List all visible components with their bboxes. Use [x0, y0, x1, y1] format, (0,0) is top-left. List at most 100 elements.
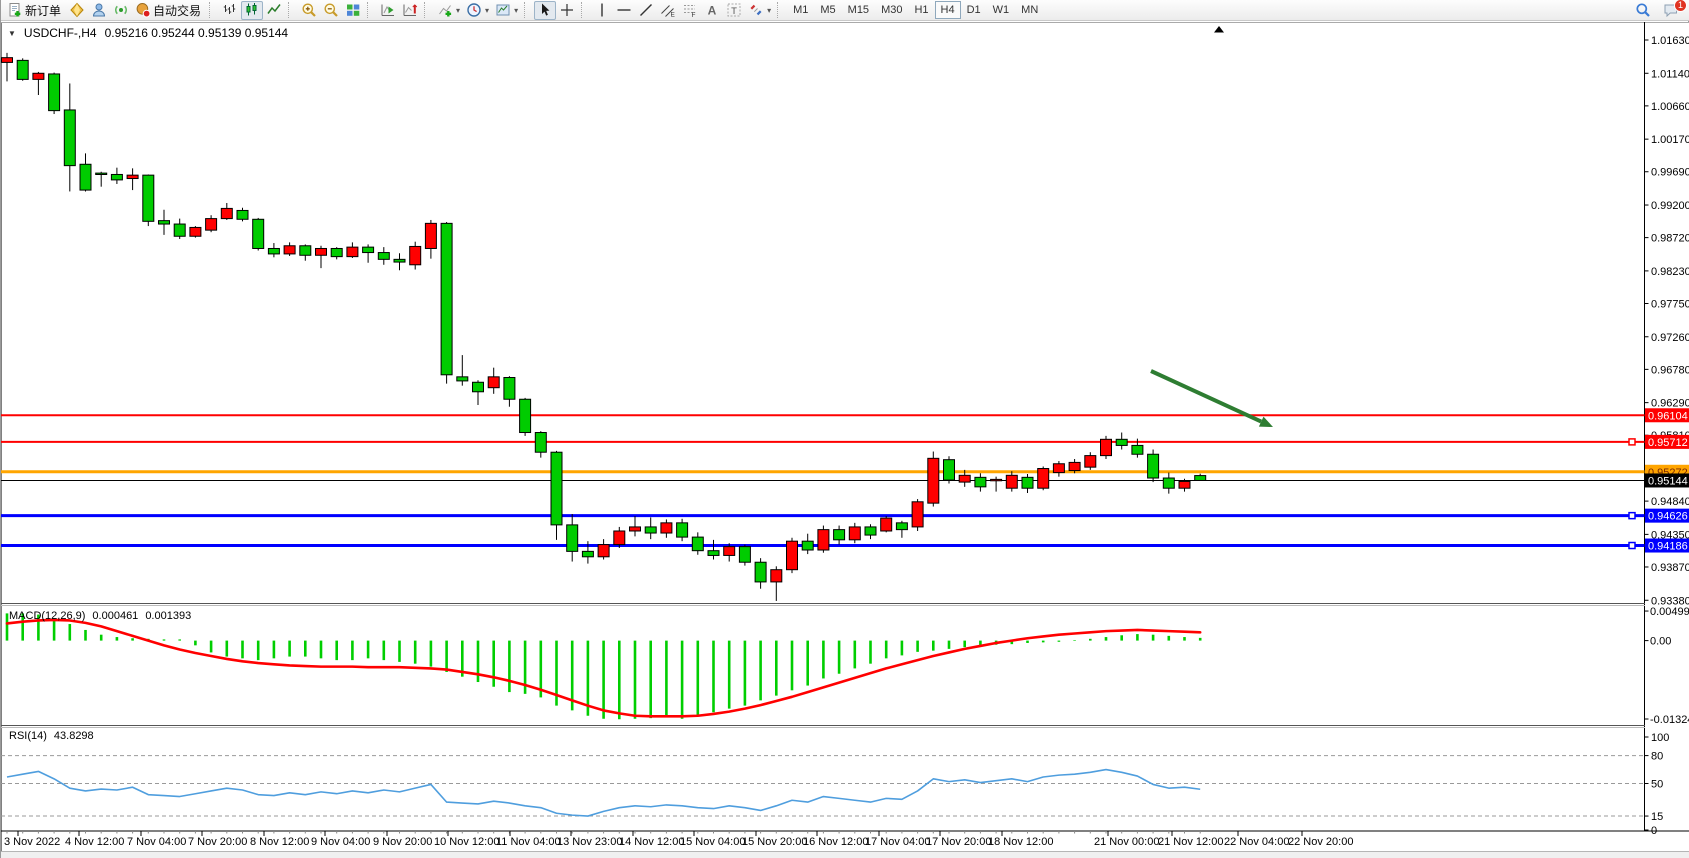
- line-chart-button[interactable]: [263, 1, 285, 20]
- templates-button[interactable]: ▾: [492, 1, 521, 20]
- channel-button[interactable]: E: [657, 1, 679, 20]
- timeframe-m5[interactable]: M5: [820, 4, 836, 16]
- svg-text:22 Nov 20:00: 22 Nov 20:00: [1288, 836, 1353, 848]
- toolbar-separator: [524, 2, 530, 18]
- timeframe-m30[interactable]: M30: [881, 4, 903, 16]
- svg-text:8 Nov 12:00: 8 Nov 12:00: [250, 836, 309, 848]
- periods-button[interactable]: ▾: [463, 1, 492, 20]
- timeframe-m15[interactable]: M15: [847, 4, 870, 16]
- vertical-line-button[interactable]: [591, 1, 613, 20]
- timeframe-h1[interactable]: H1: [914, 4, 929, 16]
- text-button[interactable]: A: [701, 1, 723, 20]
- toolbar-separator: [581, 2, 587, 18]
- timeframe-m1[interactable]: M1: [793, 4, 809, 16]
- macd-histogram: [5, 613, 1202, 720]
- notifications-button[interactable]: 1: [1660, 0, 1687, 20]
- svg-text:21 Nov 00:00: 21 Nov 00:00: [1094, 836, 1159, 848]
- docplus-icon: [7, 2, 23, 18]
- svg-text:7 Nov 04:00: 7 Nov 04:00: [127, 836, 186, 848]
- chevron-down-icon: ▾: [767, 5, 772, 15]
- rsi-value: 43.8298: [53, 730, 94, 742]
- svg-text:16 Nov 12:00: 16 Nov 12:00: [803, 836, 868, 848]
- chart-area[interactable]: 1.01630 1.01140 1.00660 1.00170 0.99690 0.992…: [1, 22, 1689, 858]
- timeframe-h4[interactable]: H4: [934, 1, 961, 19]
- person-icon: [91, 2, 107, 18]
- auto-scroll-button[interactable]: [377, 1, 399, 20]
- search-button[interactable]: [1632, 1, 1654, 20]
- arrows-button[interactable]: ▾: [745, 1, 774, 20]
- trendline-button[interactable]: [635, 1, 657, 20]
- macd-label: MACD(12,26,9) 0.000461 0.001393: [9, 610, 191, 622]
- new-order-button[interactable]: 新订单: [4, 1, 66, 20]
- label-button[interactable]: T: [723, 1, 745, 20]
- toolbar-separator: [777, 2, 783, 18]
- cursor-button[interactable]: [534, 0, 557, 20]
- symbol-period: USDCHF-,H4: [23, 26, 97, 40]
- zoom-out-button[interactable]: [320, 1, 342, 20]
- svg-text:0.94350: 0.94350: [1651, 529, 1689, 541]
- collapse-icon[interactable]: ▼: [8, 28, 16, 38]
- svg-text:0.98720: 0.98720: [1651, 233, 1689, 245]
- svg-text:F: F: [692, 12, 696, 18]
- notification-badge: 1: [1674, 0, 1687, 12]
- svg-text:7 Nov 20:00: 7 Nov 20:00: [188, 836, 247, 848]
- textA-icon: A: [704, 2, 720, 18]
- macd-signal-line: [5, 618, 1202, 718]
- linechart-icon: [266, 2, 282, 18]
- svg-text:10 Nov 12:00: 10 Nov 12:00: [434, 836, 499, 848]
- chevron-down-icon: ▾: [514, 5, 519, 15]
- market-watch-button[interactable]: [66, 1, 88, 20]
- svg-text:0.96290: 0.96290: [1651, 398, 1689, 410]
- svg-text:15 Nov 20:00: 15 Nov 20:00: [742, 836, 807, 848]
- autoscroll-icon: [380, 2, 396, 18]
- svg-text:21 Nov 12:00: 21 Nov 12:00: [1158, 836, 1223, 848]
- algo-trading-button[interactable]: 自动交易: [132, 1, 206, 20]
- ind-icon: [437, 2, 453, 18]
- chart-shift-button[interactable]: [399, 1, 421, 20]
- candlesticks: [1, 52, 1207, 601]
- ohlc-values: 0.95216 0.95244 0.95139 0.95144: [104, 26, 289, 40]
- svg-text:0.99690: 0.99690: [1651, 167, 1689, 179]
- gem-icon: [69, 2, 85, 18]
- svg-text:15 Nov 04:00: 15 Nov 04:00: [680, 836, 745, 848]
- tile-windows-button[interactable]: [342, 1, 364, 20]
- horizontal-line-button[interactable]: [613, 1, 635, 20]
- trend-arrow[interactable]: [1150, 369, 1273, 427]
- shift-icon: [402, 2, 418, 18]
- status-bar: [1, 851, 1689, 858]
- bar-chart-button[interactable]: [219, 1, 241, 20]
- zoomin-icon: [301, 2, 317, 18]
- zoom-in-button[interactable]: [298, 1, 320, 20]
- svg-text:3 Nov 2022: 3 Nov 2022: [4, 836, 60, 848]
- candle-chart-button[interactable]: [241, 0, 264, 20]
- svg-text:17 Nov 04:00: 17 Nov 04:00: [865, 836, 930, 848]
- svg-text:0.94626: 0.94626: [1648, 511, 1688, 523]
- svg-text:0.98230: 0.98230: [1651, 266, 1689, 278]
- tiles-icon: [345, 2, 361, 18]
- fibonacci-button[interactable]: F: [679, 1, 701, 20]
- robot-icon: [135, 2, 151, 18]
- clock-icon: [466, 2, 482, 18]
- template-icon: [495, 2, 511, 18]
- signal-icon: [113, 2, 129, 18]
- svg-text:0.94186: 0.94186: [1648, 541, 1688, 553]
- svg-text:0.004996: 0.004996: [1650, 606, 1689, 618]
- signals-button[interactable]: [110, 1, 132, 20]
- timeframe-d1[interactable]: D1: [966, 4, 981, 16]
- macd-value-signal: 0.001393: [145, 610, 192, 622]
- svg-text:T: T: [731, 6, 737, 17]
- svg-text:50: 50: [1651, 779, 1663, 791]
- time-axis[interactable]: 3 Nov 2022 4 Nov 12:00 7 Nov 04:00 7 Nov 20…: [4, 831, 1353, 848]
- hline-icon: [616, 2, 632, 18]
- chart-canvas[interactable]: 1.01630 1.01140 1.00660 1.00170 0.99690 0.992…: [1, 22, 1689, 851]
- svg-text:4 Nov 12:00: 4 Nov 12:00: [65, 836, 124, 848]
- indicators-button[interactable]: ▾: [434, 1, 463, 20]
- price-axis[interactable]: 1.01630 1.01140 1.00660 1.00170 0.99690 0.992…: [1644, 35, 1689, 837]
- candles-icon: [244, 2, 260, 18]
- timeframe-w1[interactable]: W1: [992, 4, 1010, 16]
- search-icon: [1635, 2, 1651, 18]
- crosshair-button[interactable]: [556, 1, 578, 20]
- accounts-button[interactable]: [88, 1, 110, 20]
- timeframe-mn[interactable]: MN: [1021, 4, 1039, 16]
- chevron-down-icon: ▾: [456, 5, 461, 15]
